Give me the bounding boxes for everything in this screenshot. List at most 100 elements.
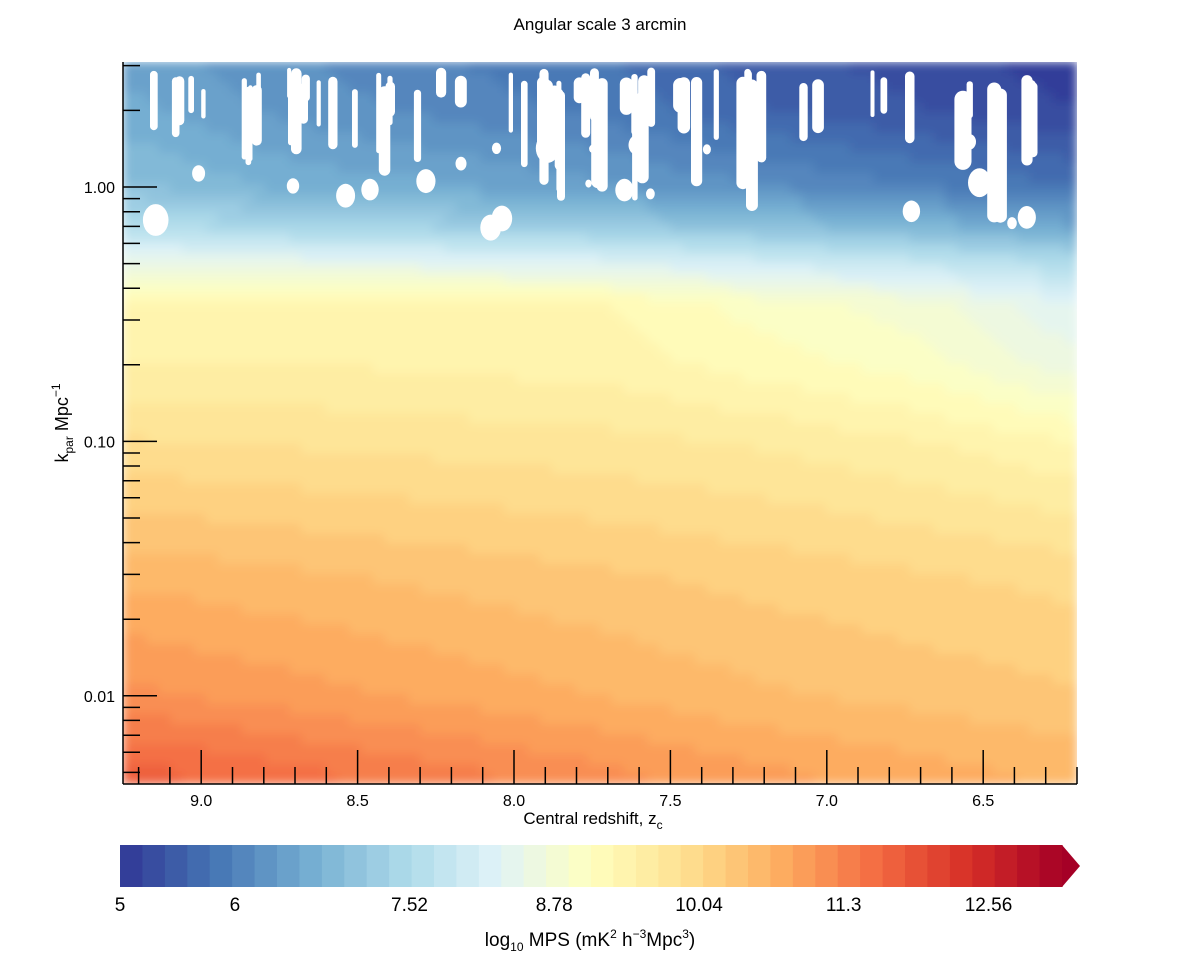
heatmap-cell — [921, 693, 935, 705]
heatmap-cell — [134, 472, 148, 484]
heatmap-cell — [456, 442, 470, 454]
heatmap-cell — [861, 91, 875, 103]
heatmap-cell — [361, 81, 374, 93]
heatmap-cell — [480, 372, 494, 384]
heatmap-cell — [301, 252, 315, 263]
heatmap-cell — [123, 593, 136, 604]
heatmap-cell — [277, 262, 291, 274]
heatmap-cell — [134, 252, 148, 263]
heatmap-cell — [313, 322, 327, 334]
heatmap-cell — [516, 362, 529, 374]
heatmap-cell — [170, 683, 184, 695]
heatmap-cell — [683, 683, 696, 695]
heatmap-cell — [253, 171, 267, 183]
heatmap-cell — [337, 673, 350, 685]
heatmap-cell — [134, 272, 148, 284]
heatmap-cell — [635, 252, 649, 263]
heatmap-cell — [468, 232, 482, 243]
heatmap-cell — [623, 121, 637, 133]
heatmap-cell — [170, 131, 184, 143]
heatmap-cell — [539, 392, 553, 404]
heatmap-cell — [277, 101, 291, 113]
heatmap-cell — [480, 242, 494, 253]
heatmap-cell — [611, 773, 625, 784]
heatmap-cell — [396, 62, 410, 73]
heatmap-cell — [885, 211, 899, 223]
heatmap-cell — [754, 482, 768, 494]
heatmap-cell — [873, 392, 887, 404]
heatmap-cell — [802, 532, 816, 544]
heatmap-cell — [754, 683, 768, 695]
heatmap-cell — [241, 201, 255, 213]
heatmap-cell — [504, 402, 517, 414]
heatmap-cell — [539, 292, 553, 304]
heatmap-cell — [539, 322, 553, 334]
heatmap-cell — [289, 723, 303, 735]
heatmap-cell — [516, 171, 529, 183]
heatmap-cell — [790, 221, 804, 233]
heatmap-cell — [718, 332, 732, 344]
heatmap-cell — [826, 673, 839, 685]
heatmap-cell — [897, 181, 911, 193]
heatmap-cell — [826, 121, 839, 133]
heatmap-cell — [206, 62, 219, 73]
heatmap-cell — [909, 703, 923, 715]
heatmap-cell — [265, 432, 279, 444]
heatmap-cell — [396, 562, 410, 574]
heatmap-cell — [134, 763, 148, 775]
heatmap-cell — [599, 452, 613, 464]
heatmap-cell — [158, 101, 172, 113]
heatmap-cell — [814, 242, 827, 253]
heatmap-cell — [182, 71, 195, 83]
heatmap-cell — [766, 141, 780, 153]
heatmap-cell — [730, 773, 744, 784]
heatmap-cell — [420, 101, 434, 113]
heatmap-cell — [468, 743, 482, 755]
heatmap-cell — [170, 482, 184, 494]
heatmap-cell — [611, 693, 625, 705]
heatmap-cell — [146, 171, 160, 183]
heatmap-cell — [671, 643, 684, 655]
heatmap-cell — [206, 232, 219, 243]
heatmap-cell — [563, 442, 577, 454]
heatmap-cell — [384, 232, 398, 243]
heatmap-cell — [277, 191, 291, 203]
heatmap-cell — [909, 62, 923, 73]
heatmap-cell — [671, 532, 684, 544]
heatmap-cell — [444, 472, 458, 484]
heatmap-cell — [325, 472, 339, 484]
heatmap-cell — [170, 352, 184, 364]
heatmap-cell — [516, 62, 529, 73]
heatmap-cell — [623, 663, 637, 675]
heatmap-cell — [277, 302, 291, 314]
heatmap-cell — [468, 211, 482, 223]
heatmap-cell — [396, 613, 410, 624]
heatmap-cell — [730, 201, 744, 213]
heatmap-cell — [289, 613, 303, 624]
heatmap-cell — [826, 723, 839, 735]
heatmap-cell — [527, 302, 541, 314]
heatmap-cell — [384, 181, 398, 193]
heatmap-cell — [861, 532, 875, 544]
heatmap-cell — [516, 282, 529, 294]
heatmap-cell — [587, 372, 601, 384]
heatmap-cell — [527, 472, 541, 484]
heatmap-cell — [337, 302, 350, 314]
heatmap-cell — [146, 713, 160, 725]
heatmap-cell — [480, 512, 494, 524]
heatmap-cell — [885, 352, 899, 364]
heatmap-cell — [659, 613, 672, 624]
heatmap-cell — [432, 292, 446, 304]
heatmap-cell — [158, 472, 172, 484]
heatmap-cell — [194, 141, 207, 153]
heatmap-cell — [432, 623, 446, 635]
heatmap-cell — [587, 342, 601, 354]
heatmap-cell — [897, 322, 911, 334]
heatmap-cell — [527, 532, 541, 544]
heatmap-cell — [826, 262, 839, 274]
heatmap-cell — [790, 62, 804, 73]
heatmap-cell — [778, 372, 792, 384]
heatmap-cell — [921, 62, 935, 73]
heatmap-cell — [146, 332, 160, 344]
heatmap-cell — [861, 593, 875, 604]
